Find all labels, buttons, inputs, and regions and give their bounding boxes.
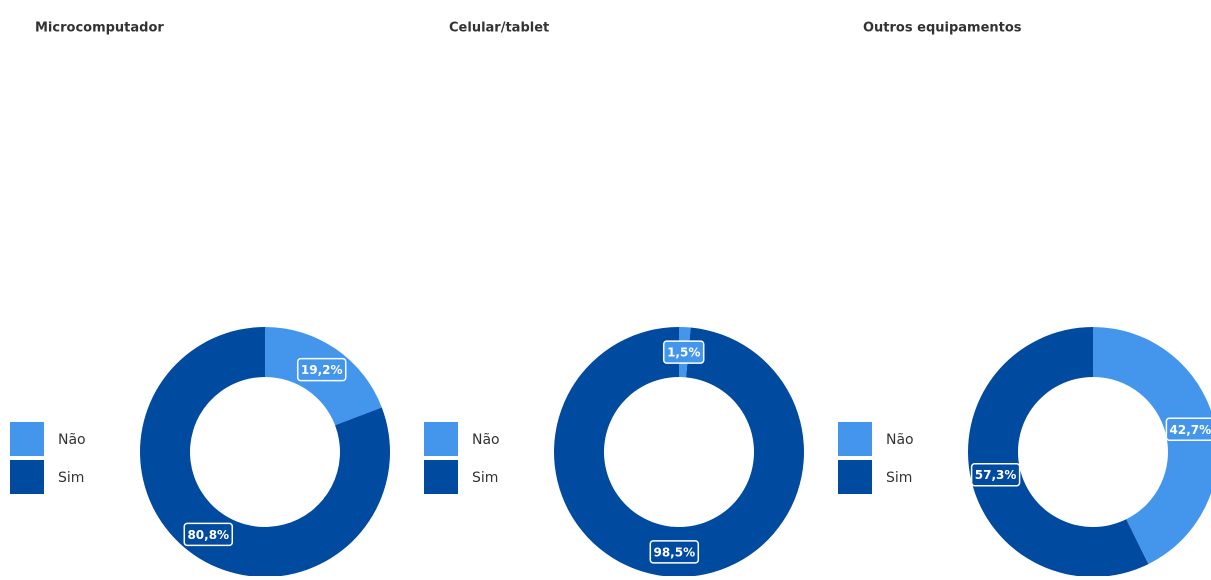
- legend-label: Sim: [58, 470, 84, 486]
- legend-swatch: [10, 460, 44, 494]
- donut-slice: [554, 327, 805, 578]
- label-box: [970, 462, 1021, 487]
- label-box: [649, 540, 700, 564]
- label-box: [296, 357, 347, 382]
- label-box: [1165, 417, 1211, 442]
- donut-slice: [968, 327, 1149, 577]
- data-label: 80,8%: [187, 528, 229, 542]
- chart-title: Outros equipamentos: [863, 21, 1022, 36]
- data-label: 19,2%: [301, 363, 343, 377]
- legend-swatch: [10, 422, 44, 456]
- legend-label: Não: [472, 432, 500, 448]
- data-label: 98,5%: [653, 545, 695, 559]
- legend-label: Não: [886, 432, 914, 448]
- legend-swatch: [838, 460, 872, 494]
- chart-title: Microcomputador: [35, 21, 164, 36]
- chart-title: Celular/tablet: [449, 21, 549, 36]
- label-box: [662, 340, 705, 364]
- data-label: 42,7%: [1170, 423, 1211, 437]
- legend-label: Não: [58, 432, 86, 448]
- data-label: 57,3%: [975, 468, 1017, 482]
- donut-slice: [1093, 327, 1211, 565]
- legend-swatch: [838, 422, 872, 456]
- legend-swatch: [424, 460, 458, 494]
- label-box: [183, 522, 234, 547]
- donut-slice: [139, 327, 390, 578]
- legend-label: Sim: [886, 470, 912, 486]
- data-label: 1,5%: [667, 346, 700, 360]
- legend-label: Sim: [472, 470, 498, 486]
- legend-swatch: [424, 422, 458, 456]
